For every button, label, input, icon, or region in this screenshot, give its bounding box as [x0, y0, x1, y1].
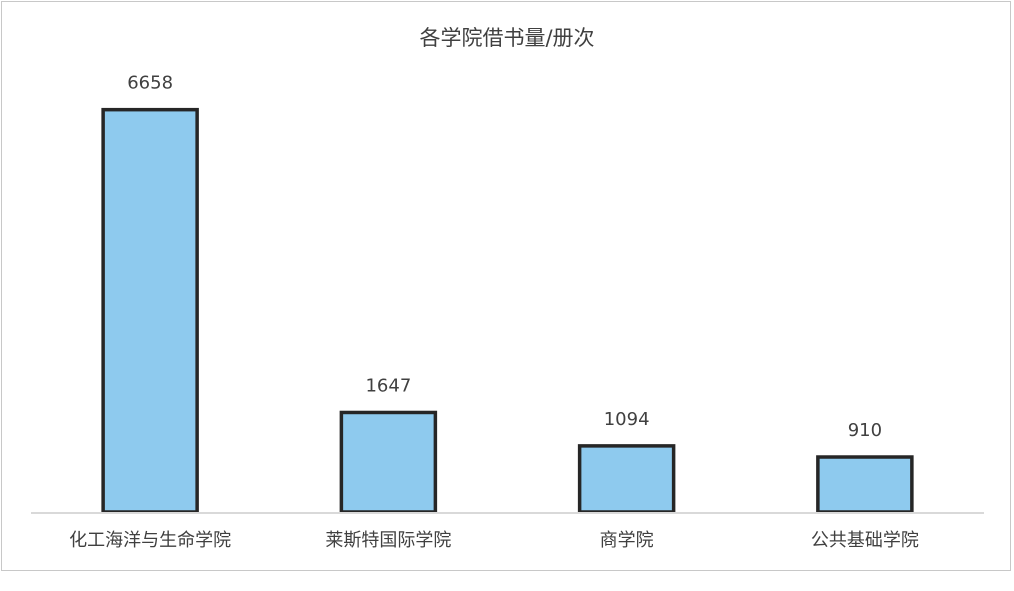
x-tick-label: 商学院: [600, 530, 654, 551]
bar: [339, 410, 438, 514]
x-tick-label: 化工海洋与生命学院: [69, 530, 231, 551]
bar: [101, 107, 199, 514]
data-label: 910: [848, 420, 882, 441]
x-tick-label: 莱斯特国际学院: [325, 530, 451, 551]
x-tick-label: 公共基础学院: [811, 530, 919, 551]
data-label: 1094: [604, 409, 650, 430]
bar: [577, 444, 676, 514]
chart-title: 各学院借书量/册次: [419, 26, 595, 50]
chart-frame: [1, 1, 1011, 571]
data-label: 6658: [127, 73, 173, 94]
data-label: 1647: [365, 375, 411, 396]
bar: [816, 455, 914, 514]
